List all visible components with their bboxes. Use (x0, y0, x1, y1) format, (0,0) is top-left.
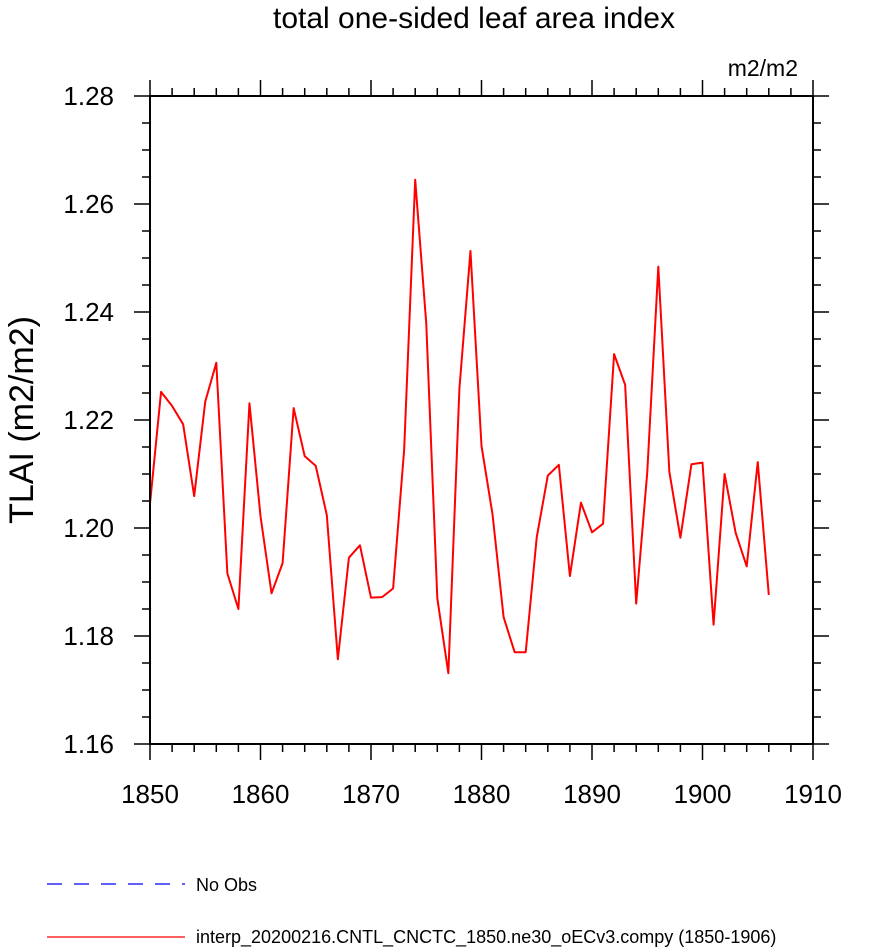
y-tick-label: 1.18 (63, 621, 114, 651)
x-tick-label: 1910 (784, 779, 842, 809)
axis-tick-labels: 1850 1860 1870 1880 1890 1900 1910 1.16 1.18 1.20… (63, 81, 842, 809)
y-tick-label: 1.22 (63, 405, 114, 435)
x-tick-label: 1880 (453, 779, 511, 809)
x-tick-label: 1850 (121, 779, 179, 809)
x-tick-label: 1870 (342, 779, 400, 809)
plot-frame (149, 95, 814, 745)
x-tick-label: 1900 (674, 779, 732, 809)
axis-ticks (134, 80, 829, 760)
y-tick-label: 1.16 (63, 729, 114, 759)
legend-label-model-run: interp_20200216.CNTL_CNCTC_1850.ne30_oEC… (196, 927, 776, 948)
series-line-0 (149, 178, 770, 675)
x-tick-label: 1860 (232, 779, 290, 809)
legend-label-no-obs: No Obs (196, 875, 257, 895)
legend: No Obs interp_20200216.CNTL_CNCTC_1850.n… (47, 875, 776, 948)
plot-series (149, 178, 770, 675)
y-tick-label: 1.26 (63, 189, 114, 219)
y-tick-label: 1.28 (63, 81, 114, 111)
y-axis-label: TLAI (m2/m2) (3, 316, 41, 524)
y-tick-label: 1.20 (63, 513, 114, 543)
y-tick-label: 1.24 (63, 297, 114, 327)
units-label: m2/m2 (728, 55, 798, 81)
chart-title: total one-sided leaf area index (273, 2, 675, 35)
x-tick-label: 1890 (563, 779, 621, 809)
